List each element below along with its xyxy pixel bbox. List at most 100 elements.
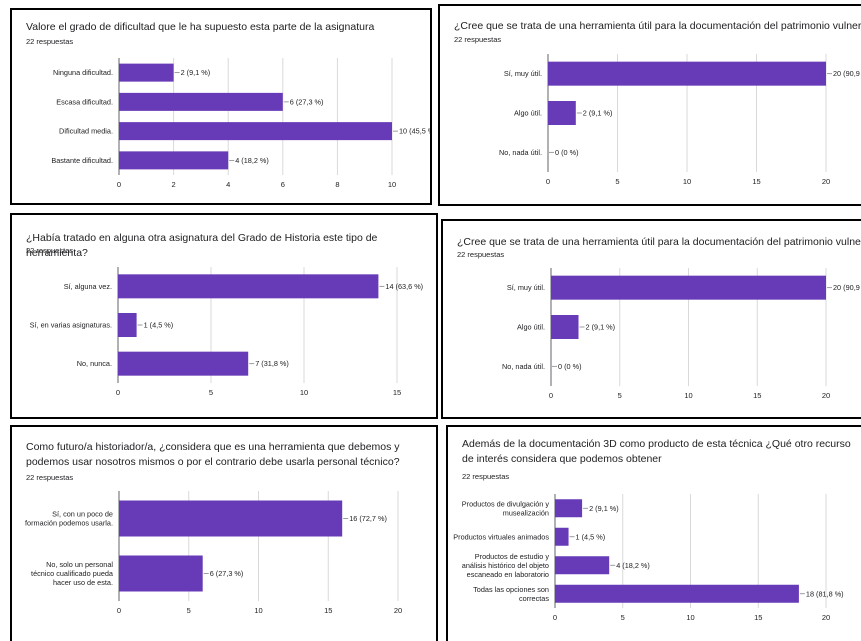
x-tick-label: 10 <box>684 391 692 400</box>
value-label: 4 (18,2 %) <box>235 156 269 165</box>
x-tick-label: 5 <box>621 613 625 622</box>
x-tick-label: 4 <box>226 180 230 189</box>
x-tick-label: 5 <box>209 388 213 397</box>
chart-title: Como futuro/a historiador/a, ¿considera … <box>26 441 400 468</box>
chart-plot: 0 2 4 6 8 10 2 (9,1 %) Ninguna dificultad. 6 (27… <box>51 58 432 189</box>
value-label: 6 (27,3 %) <box>210 569 244 578</box>
value-label: 2 (9,1 %) <box>589 504 619 513</box>
category-label: No, solo un personal técnico cualificado … <box>31 560 114 587</box>
bar <box>118 313 137 337</box>
category-label: Sí, en varias asignaturas. <box>30 321 112 330</box>
bar <box>119 500 343 537</box>
bar <box>555 556 610 575</box>
chart-panel-who-should-use: Como futuro/a historiador/a, ¿considera … <box>10 425 438 641</box>
response-count: 22 respuestas <box>26 473 74 482</box>
category-label: Sí, con un poco de formación podemos usar… <box>25 510 113 528</box>
chart-panel-usefulness-repeat: ¿Cree que se trata de una herramienta út… <box>441 219 861 419</box>
chart-plot: 0 5 10 15 20 2 (9,1 %) Productos de divulgació… <box>453 494 844 622</box>
category-label: Sí, muy útil. <box>504 69 542 78</box>
value-label: 1 (4,5 %) <box>576 532 606 541</box>
chart-plot: 0 5 10 15 20 20 (90,9 %) Sí, muy útil. 2 (9,1 %… <box>499 54 861 186</box>
value-label: 2 (9,1 %) <box>583 109 613 118</box>
chart-plot: 0 5 10 15 20 16 (72,7 %) Sí, con un poco de for… <box>25 491 402 615</box>
chart-plot: 0 5 10 15 14 (63,6 %) Sí, alguna vez. 1 (4,5 %… <box>30 267 423 397</box>
category-label: No, nunca. <box>77 359 112 368</box>
value-label: 0 (0 %) <box>558 362 582 371</box>
chart-title: Valore el grado de dificultad que le ha … <box>26 21 375 33</box>
x-tick-label: 5 <box>615 177 619 186</box>
x-tick-label: 10 <box>254 606 262 615</box>
value-label: 6 (27,3 %) <box>290 97 324 106</box>
category-label: Bastante dificultad. <box>51 156 113 165</box>
value-label: 4 (18,2 %) <box>616 561 650 570</box>
chart-panel-other-resources: Además de la documentación 3D como produ… <box>446 425 861 641</box>
x-tick-label: 20 <box>822 391 830 400</box>
chart-plot: 0 5 10 15 20 20 (90,9 %) Sí, muy útil. 2 (9,1 %… <box>502 268 861 400</box>
x-tick-label: 10 <box>683 177 691 186</box>
response-count: 22 respuestas <box>462 472 510 481</box>
x-tick-label: 6 <box>281 180 285 189</box>
x-tick-label: 0 <box>546 177 550 186</box>
bar <box>555 527 569 546</box>
value-label: 7 (31,8 %) <box>255 359 289 368</box>
x-tick-label: 2 <box>172 180 176 189</box>
value-label: 20 (90,9 %) <box>833 69 861 78</box>
x-tick-label: 5 <box>618 391 622 400</box>
response-count: 22 respuestas <box>26 246 74 255</box>
response-count: 22 respuestas <box>457 250 505 259</box>
x-tick-label: 0 <box>117 606 121 615</box>
chart-title: Además de la documentación 3D como produ… <box>462 438 851 465</box>
x-tick-label: 0 <box>117 180 121 189</box>
bar <box>548 101 576 125</box>
category-label: Dificultad media. <box>59 127 113 136</box>
chart-title: ¿Cree que se trata de una herramienta út… <box>454 20 861 32</box>
bar <box>118 351 249 376</box>
category-label: Productos de estudio y análisis histórico… <box>462 552 550 579</box>
bar <box>119 122 392 141</box>
value-label: 10 (45,5 %) <box>399 127 432 136</box>
x-tick-label: 20 <box>822 177 830 186</box>
category-label: No, nada útil. <box>502 362 545 371</box>
x-tick-label: 0 <box>116 388 120 397</box>
bar <box>118 274 379 299</box>
category-label: Todas las opciones son correctas <box>473 585 549 603</box>
value-label: 1 (4,5 %) <box>144 321 174 330</box>
chart-panel-difficulty: Valore el grado de dificultad que le ha … <box>10 8 432 205</box>
response-count: 22 respuestas <box>26 37 74 46</box>
x-tick-label: 15 <box>752 177 760 186</box>
chart-title: ¿Cree que se trata de una herramienta út… <box>457 236 861 248</box>
bar <box>119 63 174 82</box>
bar <box>555 584 799 603</box>
value-label: 20 (90,9 %) <box>833 283 861 292</box>
x-tick-label: 15 <box>753 391 761 400</box>
value-label: 14 (63,6 %) <box>385 282 423 291</box>
x-tick-label: 10 <box>686 613 694 622</box>
value-label: 18 (81,8 %) <box>806 589 844 598</box>
category-label: Ninguna dificultad. <box>53 68 113 77</box>
response-count: 22 respuestas <box>454 35 502 44</box>
value-label: 2 (9,1 %) <box>586 323 616 332</box>
bar <box>551 315 579 339</box>
value-label: 16 (72,7 %) <box>349 514 387 523</box>
category-label: Algo útil. <box>517 323 545 332</box>
category-label: Sí, muy útil. <box>507 283 545 292</box>
bar <box>119 555 203 592</box>
x-tick-label: 15 <box>324 606 332 615</box>
category-label: Productos de divulgación y musealización <box>462 499 550 517</box>
chart-panel-usefulness: ¿Cree que se trata de una herramienta út… <box>438 4 861 206</box>
bar <box>555 499 583 518</box>
x-tick-label: 5 <box>187 606 191 615</box>
category-label: Productos virtuales animados <box>453 532 549 541</box>
value-label: 0 (0 %) <box>555 148 579 157</box>
x-tick-label: 10 <box>388 180 396 189</box>
bar <box>551 275 826 300</box>
chart-panel-previous-use: ¿Había tratado en alguna otra asignatura… <box>10 213 438 419</box>
x-tick-label: 8 <box>335 180 339 189</box>
category-label: Algo útil. <box>514 109 542 118</box>
bar <box>119 151 229 170</box>
chart-title: ¿Había tratado en alguna otra asignatura… <box>26 232 378 259</box>
x-tick-label: 15 <box>754 613 762 622</box>
x-tick-label: 0 <box>549 391 553 400</box>
category-label: Escasa dificultad. <box>56 97 113 106</box>
x-tick-label: 15 <box>393 388 401 397</box>
